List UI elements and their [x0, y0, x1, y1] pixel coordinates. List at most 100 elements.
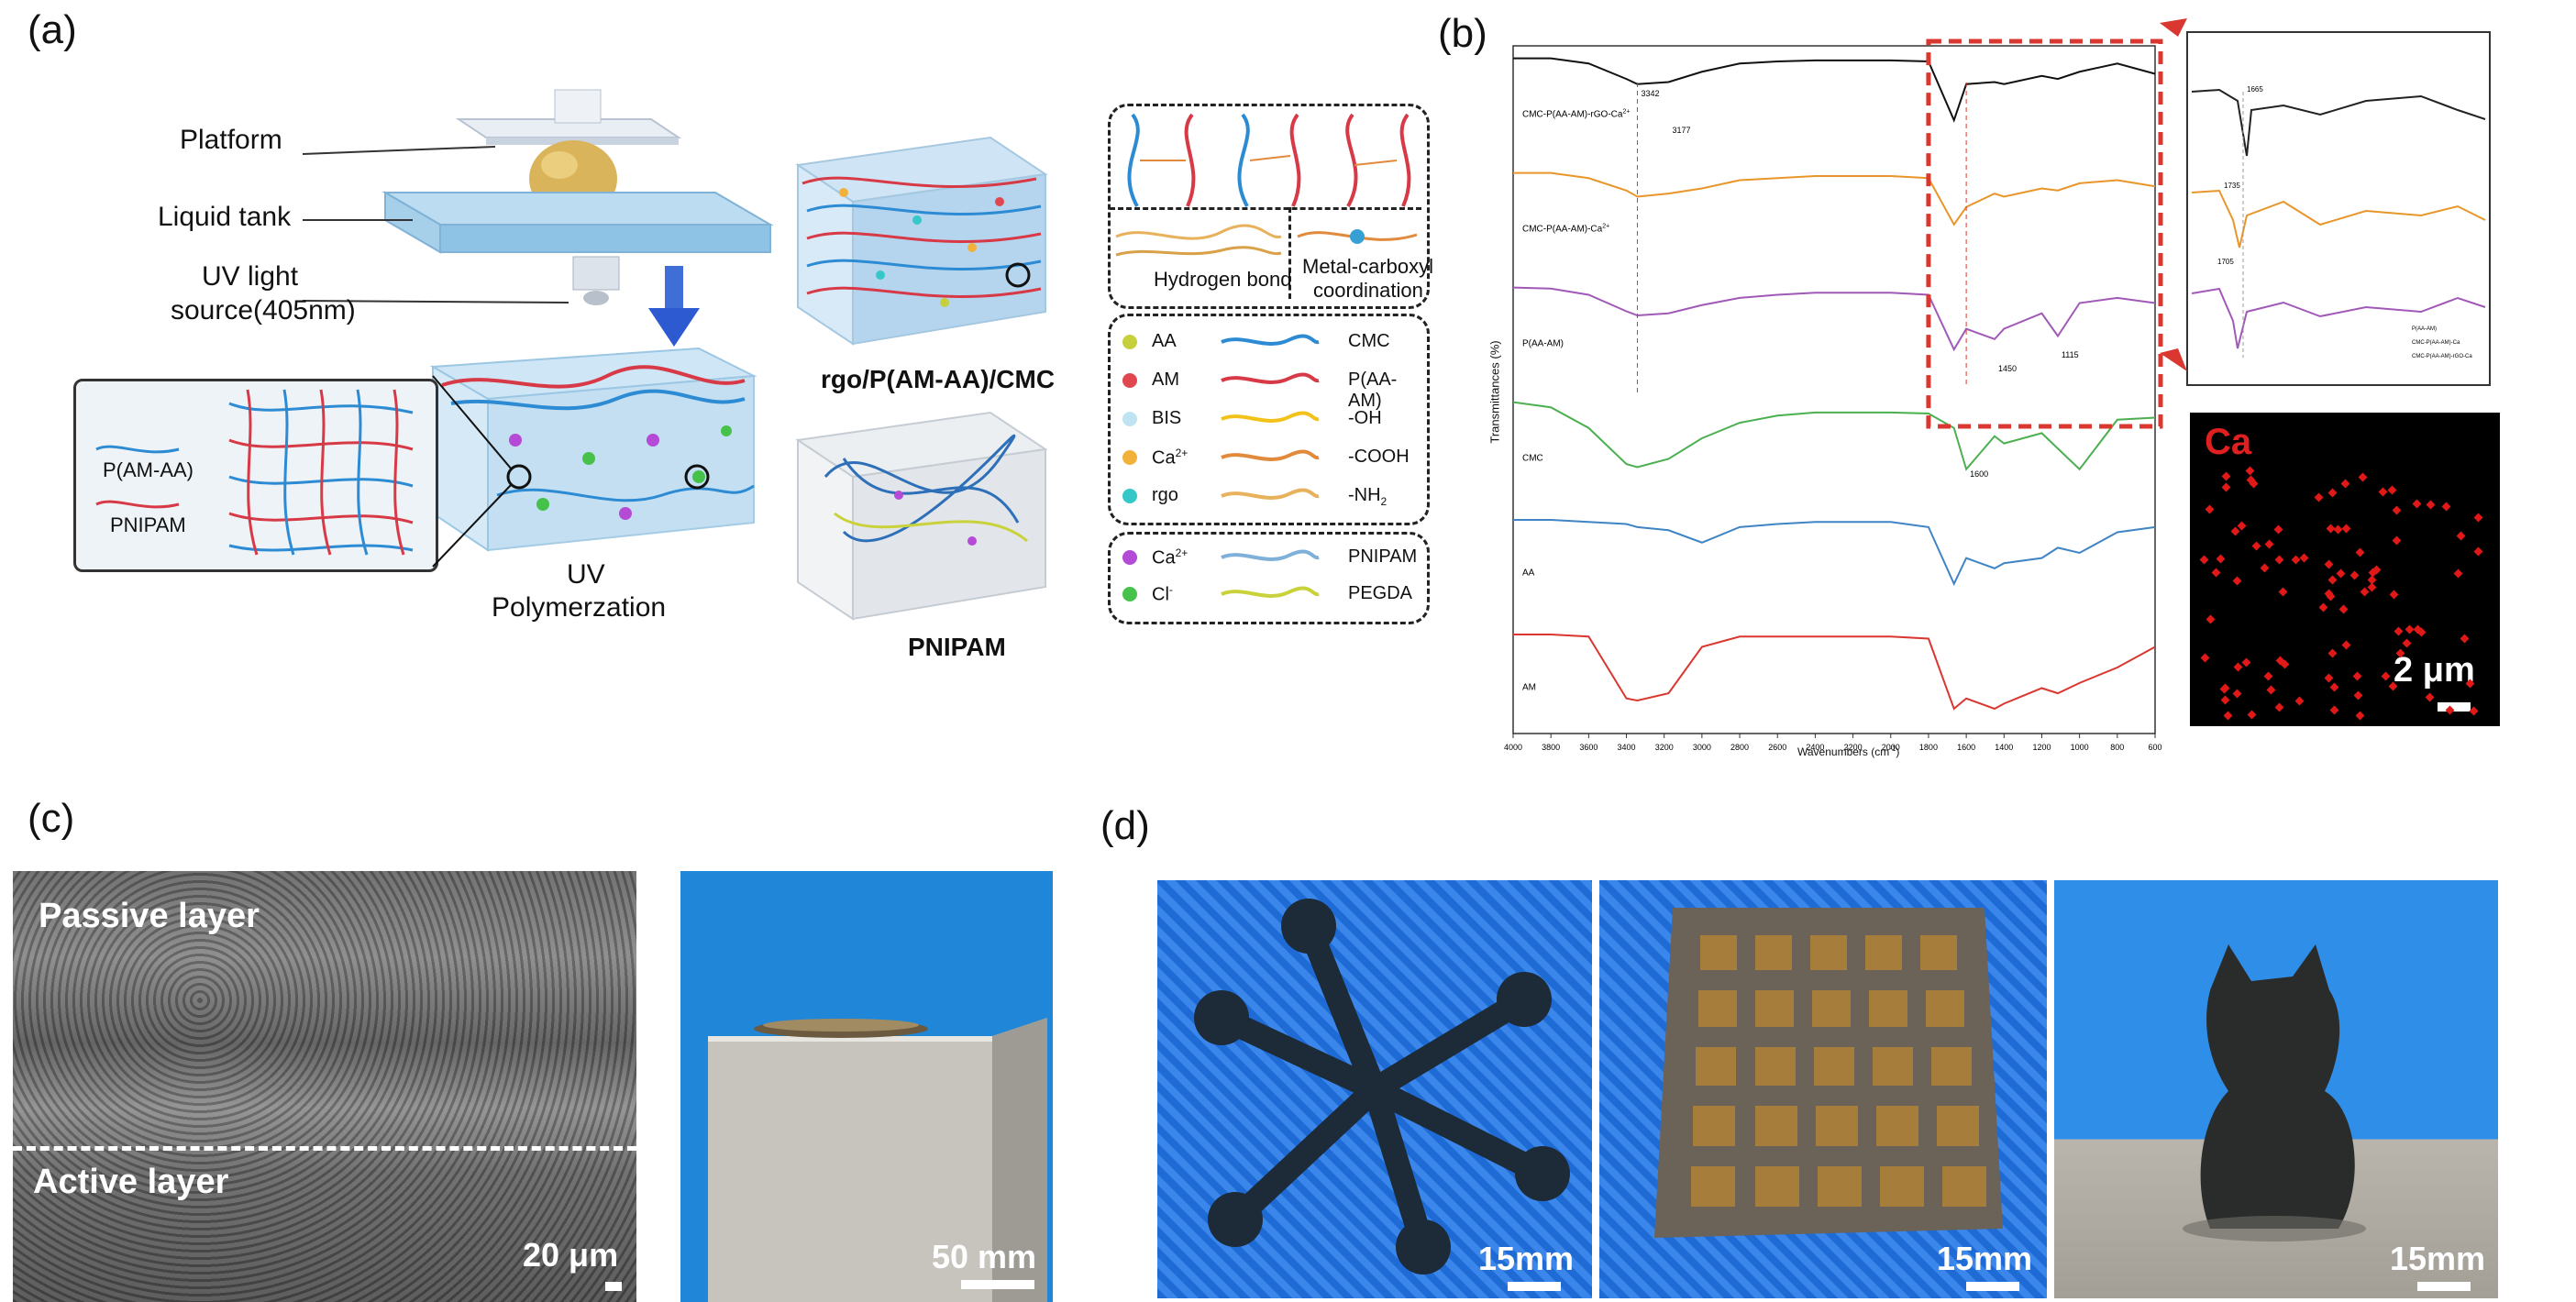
eds-ca-dot [2412, 499, 2422, 509]
eds-ca-dot [2355, 547, 2365, 557]
eds-ca-dot [2425, 692, 2435, 702]
printer-apparatus-diagram [381, 89, 774, 305]
label-hydrogen-bond: Hydrogen bond [1154, 268, 1292, 291]
eds-ca-dot [2392, 535, 2402, 546]
metal-block-drawing [708, 1018, 1047, 1302]
eds-ca-dot [2426, 500, 2436, 510]
ftir-annotation-a3342: 3342 [1641, 89, 1659, 98]
legend-main-row: BIS -OH [1119, 400, 1421, 438]
legend-main-left-label: AA [1152, 331, 1177, 351]
ftir-series-line [1513, 634, 2156, 711]
ftir-series-label-text: P(AA-AM) [1522, 339, 1564, 349]
eds-ca-dot [2263, 671, 2273, 681]
eds-ca-dot [2273, 524, 2283, 535]
eds-ca-dot [2389, 590, 2398, 600]
inset-legend-1: P(AA-AM) [2412, 326, 2437, 332]
eds-ca-dot [2333, 524, 2343, 535]
bond-box-divider-h [1110, 207, 1421, 210]
legend-main-left-label: Ca2+ [1152, 447, 1188, 469]
network-inset-box [73, 379, 438, 572]
ftir-series-label: CMC [1522, 454, 1543, 464]
bond-illustration-strands [1127, 113, 1411, 207]
legend-small-right-label: PEGDA [1348, 583, 1413, 603]
d-scale-bar-3 [2417, 1282, 2471, 1291]
legend-main-dot [1122, 412, 1137, 426]
ftir-series-label-text: AA [1522, 568, 1535, 579]
legend-main-line-sample [1221, 449, 1320, 461]
ftir-xtick-label: 2200 [1844, 743, 1863, 752]
printed-snowflake-photo: 15mm [1157, 880, 1592, 1298]
legend-main-row: AA CMC [1119, 323, 1421, 361]
inset-legend-3: CMC-P(AA-AM)-rGO-Ca [2412, 354, 2472, 359]
part-leader-lines [303, 146, 569, 303]
eds-ca-dot [2264, 539, 2273, 549]
eds-ca-dot [2394, 626, 2404, 636]
eds-ca-dot [2381, 671, 2391, 681]
eds-ca-dot [2360, 587, 2369, 596]
eds-ca-dot [2232, 576, 2242, 586]
eds-ca-dot [2349, 570, 2360, 580]
bond-illustration-box [1108, 104, 1430, 309]
eds-ca-dot [2402, 638, 2412, 648]
eds-ca-dot [2392, 505, 2402, 515]
legend-main-right-label: -COOH [1348, 447, 1410, 467]
legend-small-line-sample [1221, 549, 1320, 561]
printed-cat-photo: 15mm [2054, 880, 2498, 1298]
eds-ca-dot [2232, 689, 2242, 699]
d-scale-text-2: 15mm [1937, 1240, 2033, 1277]
eds-scale-bar [2438, 702, 2471, 712]
panel-a-label: (a) [28, 7, 77, 52]
eds-ca-dot [2336, 568, 2346, 579]
ftir-series-line [1513, 57, 2156, 123]
bond-box-divider-v [1288, 207, 1291, 299]
ftir-series-line [1512, 401, 2156, 471]
sem-scale-bar [605, 1282, 622, 1291]
eds-ca-dot [2223, 711, 2233, 721]
legend-small-row: Ca2+ PNIPAM [1119, 539, 1421, 576]
zoom-connector-lines [432, 375, 710, 568]
label-passive-layer: Passive layer [39, 897, 260, 935]
eds-ca-dot [2456, 531, 2466, 541]
legend-main-left-label: BIS [1152, 408, 1182, 428]
legend-small-left-label: Cl- [1152, 583, 1173, 605]
ftir-series-label-text: AM [1522, 683, 1536, 693]
layer-divider-dashed-line [13, 1146, 636, 1151]
ftir-xtick-label: 2800 [1730, 743, 1749, 752]
legend-small-left-sup: 2+ [1175, 546, 1188, 559]
eds-ca-dot [2327, 649, 2338, 658]
ftir-ylabel: Transmittances (%) [1487, 340, 1502, 444]
d-scale-bar-1 [1508, 1282, 1561, 1291]
eds-ca-dot [2387, 485, 2397, 495]
label-uv-polymerization-2: Polymerzation [492, 592, 667, 623]
label-coordination: coordination [1313, 279, 1423, 302]
legend-main-right-label: -OH [1348, 408, 1382, 428]
eds-ca-dot [2314, 492, 2324, 502]
eds-ca-dot [2441, 502, 2451, 512]
ftir-xtick-label: 1200 [2032, 743, 2051, 752]
eds-ca-dot [2341, 640, 2351, 650]
inset-label-1665: 1665 [2247, 85, 2263, 94]
legend-main-right-sub: 2 [1380, 495, 1388, 508]
eds-ca-dot [2274, 555, 2284, 565]
d-scale-bar-2 [1966, 1282, 2019, 1291]
eds-ca-dot [2200, 653, 2210, 663]
legend-main-dot [1122, 373, 1137, 388]
eds-ca-dot [2278, 587, 2288, 597]
eds-ca-dot [2199, 555, 2209, 565]
inset-pointer-arrows [2160, 18, 2187, 371]
ftir-xtick-label: 600 [2148, 743, 2161, 752]
eds-ca-dot [2220, 695, 2230, 705]
ftir-xtick-label: 3000 [1693, 743, 1711, 752]
ftir-xtick-label: 3200 [1655, 743, 1674, 752]
sem-texture [13, 871, 636, 1302]
ftir-series-label-text: CMC-P(AA-AM)-rGO-Ca [1522, 110, 1623, 120]
legend-main-line-sample [1221, 372, 1320, 384]
ftir-xtick-label: 3800 [1542, 743, 1560, 752]
eds-ca-dot [2241, 657, 2251, 668]
label-uv-source-2: source(405nm) [171, 295, 356, 326]
eds-ca-dot [2460, 634, 2469, 644]
ftir-xlabel-end: ) [1896, 745, 1900, 758]
legend-main-row: Ca2+ -COOH [1119, 438, 1421, 477]
eds-element-label: Ca [2205, 422, 2252, 462]
ftir-xtick-label: 1400 [1995, 743, 2013, 752]
